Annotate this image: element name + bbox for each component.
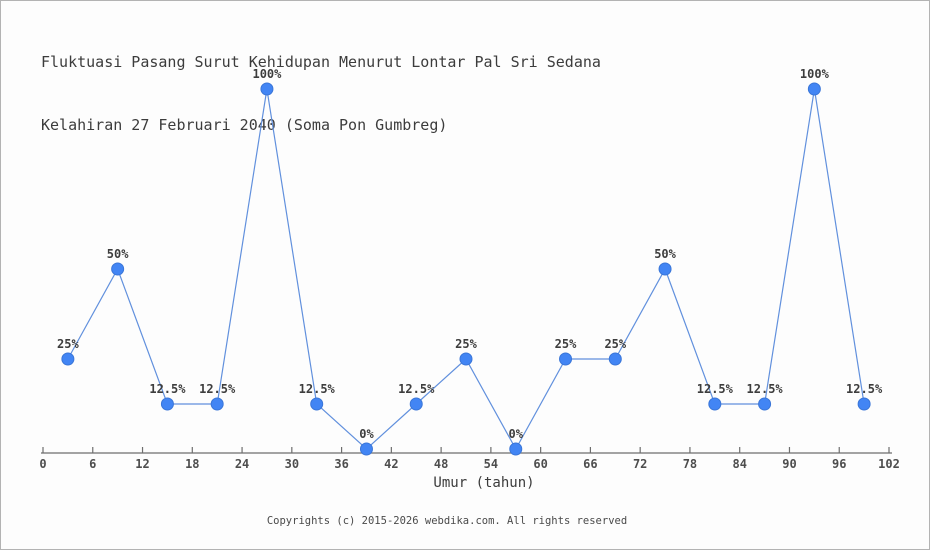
data-point: [559, 352, 573, 366]
x-tick-label: 60: [533, 457, 547, 471]
data-point-label: 12.5%: [747, 382, 784, 396]
x-tick-label: 72: [633, 457, 647, 471]
x-axis-label: Umur (tahun): [433, 475, 535, 491]
chart-title: Fluktuasi Pasang Surut Kehidupan Menurut…: [41, 10, 601, 178]
data-point-label: 100%: [800, 67, 830, 81]
x-tick-label: 54: [484, 457, 498, 471]
chart-title-line2: Kelahiran 27 Februari 2040 (Soma Pon Gum…: [41, 116, 448, 134]
x-tick-label: 90: [782, 457, 796, 471]
data-point-label: 50%: [107, 247, 129, 261]
data-point: [409, 397, 423, 411]
data-point-label: 12.5%: [398, 382, 435, 396]
x-tick-label: 24: [235, 457, 249, 471]
x-tick-label: 18: [185, 457, 199, 471]
data-point: [857, 397, 871, 411]
data-point: [210, 397, 224, 411]
data-point: [608, 352, 622, 366]
data-point-label: 0%: [509, 427, 524, 441]
data-point: [658, 262, 672, 276]
data-point-label: 12.5%: [199, 382, 236, 396]
data-point: [807, 82, 821, 96]
footer-copyright: Copyrights (c) 2015-2026 webdika.com. Al…: [266, 515, 628, 527]
x-tick-label: 78: [683, 457, 697, 471]
data-point-label: 12.5%: [697, 382, 734, 396]
data-point: [359, 442, 373, 456]
data-point: [310, 397, 324, 411]
x-tick-label: 36: [334, 457, 348, 471]
trend-line: [67, 88, 865, 451]
x-tick-label: 84: [732, 457, 746, 471]
data-point: [260, 82, 274, 96]
data-point-label: 0%: [359, 427, 374, 441]
data-point: [160, 397, 174, 411]
data-point: [61, 352, 75, 366]
data-point-label: 25%: [57, 337, 79, 351]
data-point-label: 50%: [654, 247, 676, 261]
data-point: [111, 262, 125, 276]
x-tick-label: 66: [583, 457, 597, 471]
data-point-label: 25%: [604, 337, 626, 351]
x-tick-label: 42: [384, 457, 398, 471]
x-tick-label: 6: [89, 457, 96, 471]
data-point: [509, 442, 523, 456]
data-point-label: 12.5%: [299, 382, 336, 396]
data-point-label: 25%: [455, 337, 477, 351]
data-point-label: 12.5%: [149, 382, 186, 396]
data-point-label: 12.5%: [846, 382, 883, 396]
chart-title-line1: Fluktuasi Pasang Surut Kehidupan Menurut…: [41, 53, 601, 71]
x-tick-label: 12: [135, 457, 149, 471]
data-point-label: 25%: [555, 337, 577, 351]
x-tick-label: 30: [285, 457, 299, 471]
x-tick-label: 102: [878, 457, 900, 471]
data-point: [758, 397, 772, 411]
data-point-label: 100%: [252, 67, 282, 81]
data-point: [459, 352, 473, 366]
x-tick-label: 48: [434, 457, 448, 471]
x-tick-label: 96: [832, 457, 846, 471]
data-point: [708, 397, 722, 411]
x-tick-label: 0: [39, 457, 46, 471]
